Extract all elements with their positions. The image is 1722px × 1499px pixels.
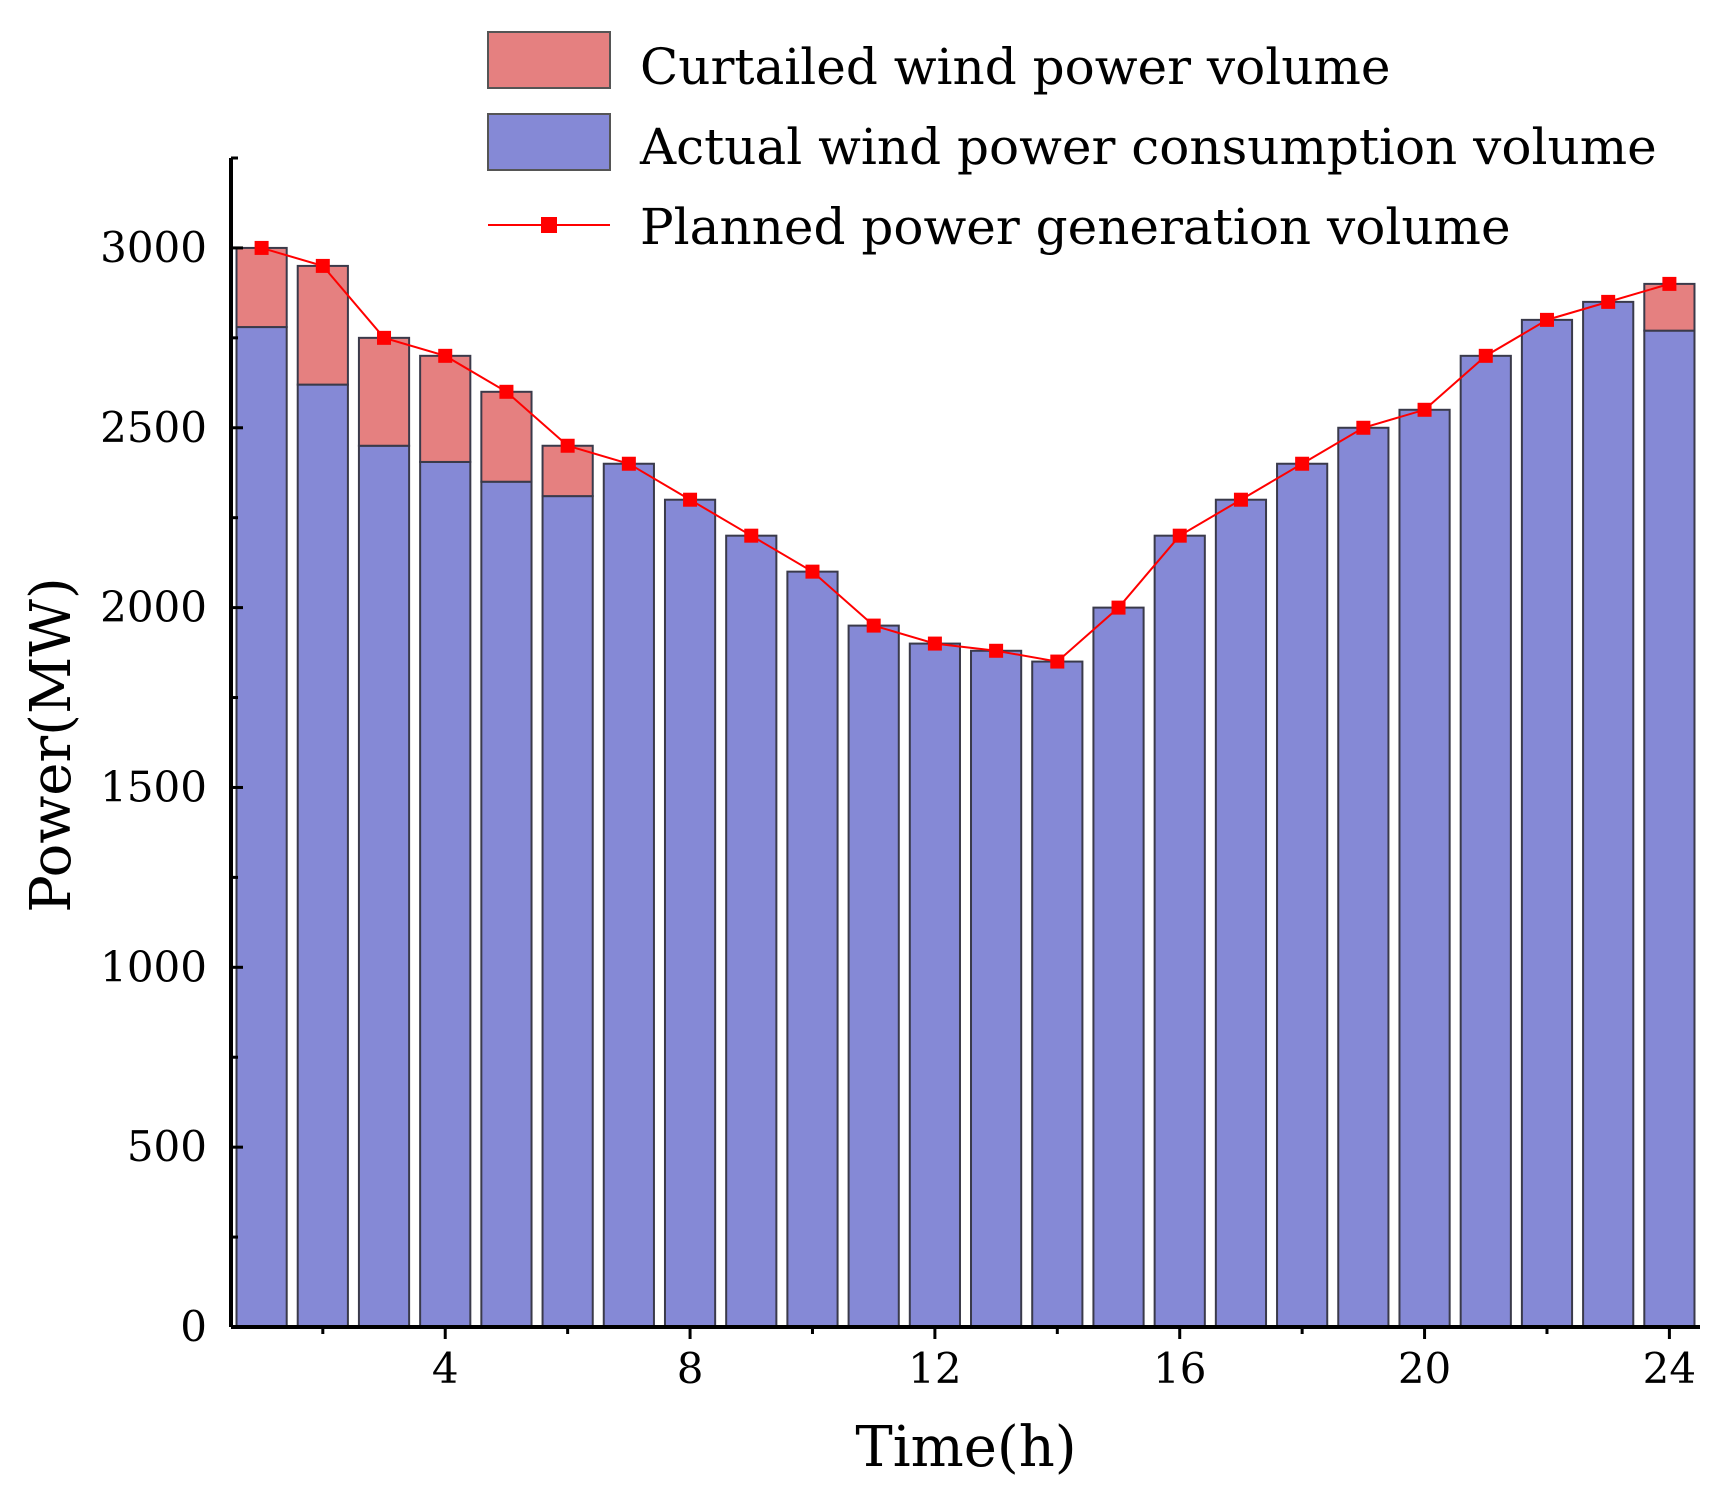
axes-layer: 0 500 1000 1500 2000 2500 3000 4 8 12 16 20 24 — [100, 156, 1700, 1393]
y-tick-label-500: 500 — [127, 1122, 207, 1171]
bar-curtailed-6 — [541, 444, 594, 498]
planned-point-11 — [866, 618, 881, 633]
bar-actual-5 — [480, 480, 533, 1328]
legend-swatch-actual — [487, 113, 611, 171]
planned-point-4 — [438, 348, 453, 363]
bar-actual-22 — [1520, 318, 1574, 1329]
x-tick-label-24: 24 — [1643, 1344, 1696, 1393]
x-tick-label-16: 16 — [1153, 1344, 1206, 1393]
bar-curtailed-4 — [419, 354, 472, 463]
bar-actual-1 — [235, 326, 288, 1329]
bar-actual-24 — [1643, 329, 1696, 1329]
y-tick-label-2000: 2000 — [100, 583, 207, 632]
x-tick-label-4: 4 — [432, 1344, 459, 1393]
y-tick-label-0: 0 — [180, 1302, 207, 1351]
y-axis-title: Power(MW) — [19, 577, 84, 913]
bar-actual-8 — [663, 498, 717, 1328]
bar-actual-2 — [296, 383, 349, 1328]
y-tick-label-2500: 2500 — [100, 403, 207, 452]
y-tick-label-1000: 1000 — [100, 942, 207, 991]
bar-actual-17 — [1214, 498, 1268, 1328]
planned-point-1 — [254, 240, 269, 255]
bar-actual-13 — [970, 649, 1023, 1328]
bar-actual-16 — [1153, 534, 1206, 1328]
bar-actual-19 — [1337, 426, 1390, 1328]
bar-curtailed-1 — [235, 246, 288, 329]
planned-point-22 — [1539, 312, 1554, 327]
bars-layer — [235, 246, 1696, 1329]
planned-point-6 — [560, 438, 575, 453]
bar-actual-12 — [908, 642, 961, 1328]
y-tick-label-1500: 1500 — [100, 762, 207, 811]
bar-actual-14 — [1031, 660, 1084, 1328]
legend-marker-planned — [541, 217, 557, 233]
bar-actual-21 — [1459, 354, 1512, 1329]
planned-point-12 — [927, 636, 942, 651]
x-tick-label-12: 12 — [908, 1344, 961, 1393]
bar-actual-11 — [847, 624, 900, 1328]
planned-point-15 — [1111, 600, 1126, 615]
planned-point-16 — [1172, 528, 1187, 543]
planned-point-5 — [499, 384, 514, 399]
bar-actual-15 — [1092, 606, 1145, 1328]
planned-point-10 — [805, 564, 820, 579]
legend-label-planned: Planned power generation volume — [640, 198, 1511, 256]
bar-actual-18 — [1276, 462, 1329, 1328]
planned-point-17 — [1233, 492, 1248, 507]
legend-label-curtailed: Curtailed wind power volume — [640, 38, 1390, 96]
x-tick-label-8: 8 — [677, 1344, 704, 1393]
planned-point-24 — [1662, 276, 1677, 291]
planned-point-18 — [1295, 456, 1310, 471]
x-tick-label-20: 20 — [1398, 1344, 1451, 1393]
planned-point-7 — [621, 456, 636, 471]
bar-actual-6 — [541, 495, 594, 1328]
planned-point-3 — [377, 330, 392, 345]
planned-point-14 — [1050, 654, 1065, 669]
bar-actual-4 — [419, 460, 472, 1328]
legend-swatch-curtailed — [487, 31, 611, 89]
planned-point-19 — [1356, 420, 1371, 435]
planned-line-layer — [254, 240, 1677, 669]
y-tick-label-3000: 3000 — [100, 223, 207, 272]
bar-actual-10 — [786, 570, 839, 1328]
bar-actual-9 — [725, 534, 778, 1328]
bar-actual-20 — [1398, 408, 1451, 1328]
planned-point-9 — [744, 528, 759, 543]
bar-curtailed-2 — [296, 264, 349, 386]
planned-point-23 — [1601, 294, 1616, 309]
planned-point-2 — [315, 258, 330, 273]
bar-curtailed-24 — [1643, 282, 1696, 332]
planned-point-21 — [1478, 348, 1493, 363]
planned-point-8 — [683, 492, 698, 507]
planned-line — [261, 246, 1670, 663]
bar-curtailed-3 — [357, 336, 411, 447]
bar-actual-3 — [357, 444, 411, 1328]
planned-point-20 — [1417, 402, 1432, 417]
legend: Curtailed wind power volume Actual wind … — [487, 31, 1657, 256]
legend-label-actual: Actual wind power consumption volume — [639, 118, 1657, 176]
x-axis-title: Time(h) — [855, 1415, 1076, 1480]
bar-actual-7 — [602, 462, 655, 1328]
bar-actual-23 — [1582, 300, 1635, 1328]
bar-curtailed-5 — [480, 390, 533, 483]
planned-point-13 — [989, 643, 1004, 658]
